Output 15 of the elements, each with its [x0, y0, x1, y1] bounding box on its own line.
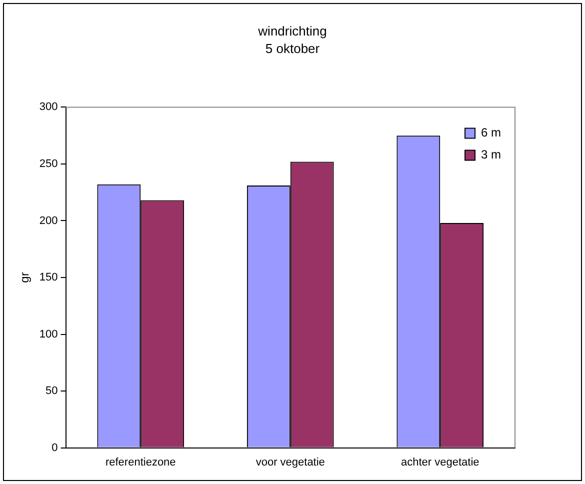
y-tick-label: 200	[39, 214, 58, 227]
y-tick-label: 50	[46, 385, 58, 398]
x-tick-label: referentiezone	[105, 456, 176, 468]
y-tick-label: 250	[39, 158, 58, 170]
x-tick-label: voor vegetatie	[256, 456, 325, 468]
legend-label: 6 m	[480, 126, 502, 140]
chart-title: windrichting	[257, 23, 327, 38]
y-tick-label: 0	[52, 442, 58, 454]
x-tick-label: achter vegetatie	[400, 456, 480, 468]
y-axis-title: gr	[18, 272, 32, 283]
chart-subtitle: 5 oktober	[265, 40, 320, 56]
y-tick-label: 100	[39, 328, 58, 340]
y-tick-label: 150	[39, 272, 58, 284]
legend-label: 3 m	[480, 148, 502, 162]
y-tick-label: 300	[39, 101, 58, 114]
